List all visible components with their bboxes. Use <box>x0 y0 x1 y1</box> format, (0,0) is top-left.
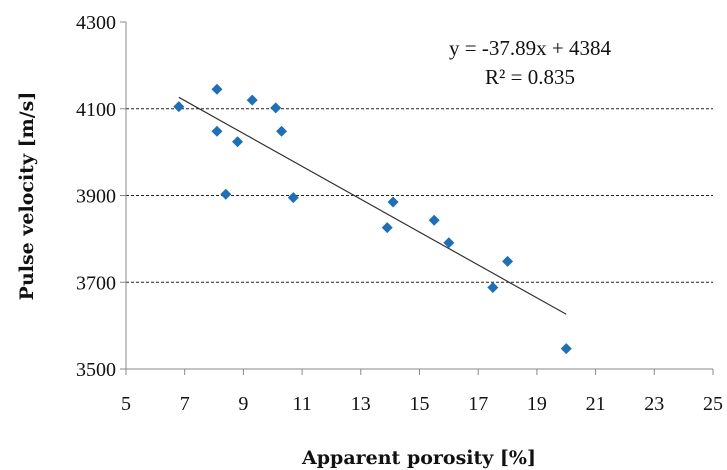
data-point <box>502 255 514 267</box>
axes <box>120 21 714 375</box>
data-point <box>173 101 185 113</box>
y-tick-label-3700: 3700 <box>76 272 116 294</box>
data-points <box>173 83 572 355</box>
x-tick-label-15: 15 <box>410 393 430 415</box>
x-tick-label-13: 13 <box>351 393 371 415</box>
y-tick-label-3900: 3900 <box>76 186 116 208</box>
data-point <box>387 196 399 208</box>
x-tick-label-17: 17 <box>468 393 488 415</box>
trendline-r-squared: R² = 0.835 <box>485 65 575 89</box>
x-tick-label-9: 9 <box>238 393 248 415</box>
data-point <box>232 136 244 148</box>
x-tick-label-7: 7 <box>180 393 190 415</box>
y-axis-title: Pulse velocity [m/s] <box>16 92 38 301</box>
data-point <box>487 281 499 293</box>
trendline <box>178 96 567 315</box>
data-point <box>428 214 440 226</box>
data-point <box>276 125 288 137</box>
trendline-equation: y = -37.89x + 4384 <box>449 36 611 60</box>
tick-labels: 3500 3700 3900 4100 4300 5 7 9 11 13 15 17 19 21 23 25 <box>76 12 723 415</box>
data-point <box>220 188 232 200</box>
data-point <box>270 102 282 114</box>
data-point <box>287 192 299 204</box>
data-point <box>211 83 223 95</box>
data-point <box>560 343 572 355</box>
trendline-layer <box>178 96 567 315</box>
grid-lines <box>126 108 713 283</box>
data-point <box>246 94 258 106</box>
y-tick-label-3500: 3500 <box>76 359 116 381</box>
data-point <box>381 222 393 234</box>
y-tick-label-4100: 4100 <box>76 99 116 121</box>
x-tick-label-11: 11 <box>292 393 311 415</box>
data-point <box>211 125 223 137</box>
x-tick-label-19: 19 <box>527 393 547 415</box>
data-point <box>443 237 455 249</box>
x-tick-label-21: 21 <box>586 393 606 415</box>
y-tick-label-4300: 4300 <box>76 12 116 34</box>
x-tick-label-5: 5 <box>121 393 131 415</box>
x-axis-title: Apparent porosity [%] <box>301 447 536 469</box>
x-tick-label-23: 23 <box>644 393 664 415</box>
x-tick-label-25: 25 <box>703 393 723 415</box>
